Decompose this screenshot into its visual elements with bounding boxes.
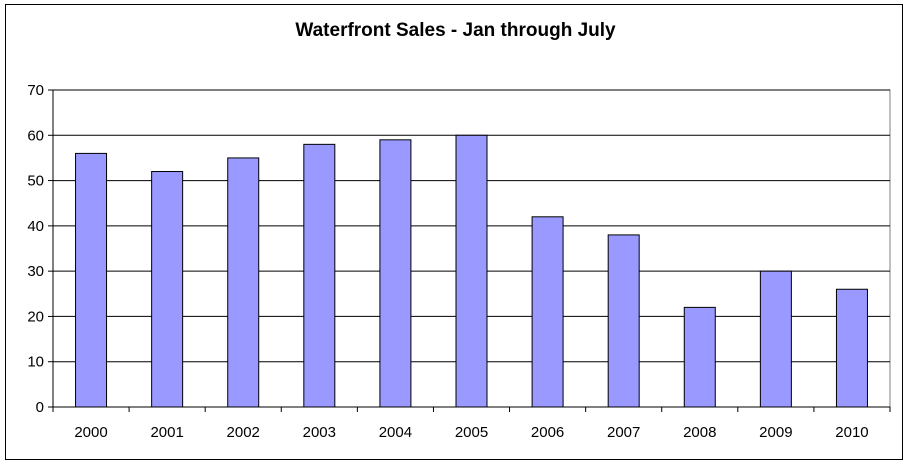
bar-2005 <box>455 134 488 408</box>
bar-2010 <box>835 288 868 408</box>
x-tick-label: 2002 <box>227 424 260 441</box>
bar-2007 <box>607 234 640 408</box>
bar-2001 <box>151 171 184 408</box>
x-tick-label: 2005 <box>455 424 488 441</box>
bar-2004 <box>379 139 412 408</box>
x-tick-label: 2006 <box>531 424 564 441</box>
x-tick-label: 2009 <box>759 424 792 441</box>
x-tick-label: 2004 <box>379 424 412 441</box>
y-tick-label: 40 <box>27 218 44 235</box>
x-tick-label: 2003 <box>303 424 336 441</box>
chart-title: Waterfront Sales - Jan through July <box>295 20 616 41</box>
y-tick-label: 60 <box>27 127 44 144</box>
x-tick-label: 2008 <box>683 424 716 441</box>
axes: 0 10 20 30 40 50 60 70 2000 2001 2002 2003 2004 2005 2… <box>27 82 891 441</box>
bar-2000 <box>75 152 108 408</box>
bar-2008 <box>683 306 716 408</box>
bars <box>75 134 868 408</box>
x-tick-label: 2000 <box>74 424 107 441</box>
bar-2002 <box>227 157 260 408</box>
x-tick-label: 2007 <box>607 424 640 441</box>
bar-2003 <box>303 143 336 408</box>
y-tick-label: 0 <box>36 399 44 416</box>
y-tick-label: 50 <box>27 173 44 190</box>
x-tick-label: 2010 <box>835 424 868 441</box>
x-tick-label: 2001 <box>150 424 183 441</box>
bar-2009 <box>759 270 792 408</box>
bar-2006 <box>531 216 564 408</box>
y-tick-label: 70 <box>27 82 44 99</box>
y-tick-label: 10 <box>27 354 44 371</box>
y-tick-label: 30 <box>27 263 44 280</box>
y-tick-label: 20 <box>27 308 44 325</box>
